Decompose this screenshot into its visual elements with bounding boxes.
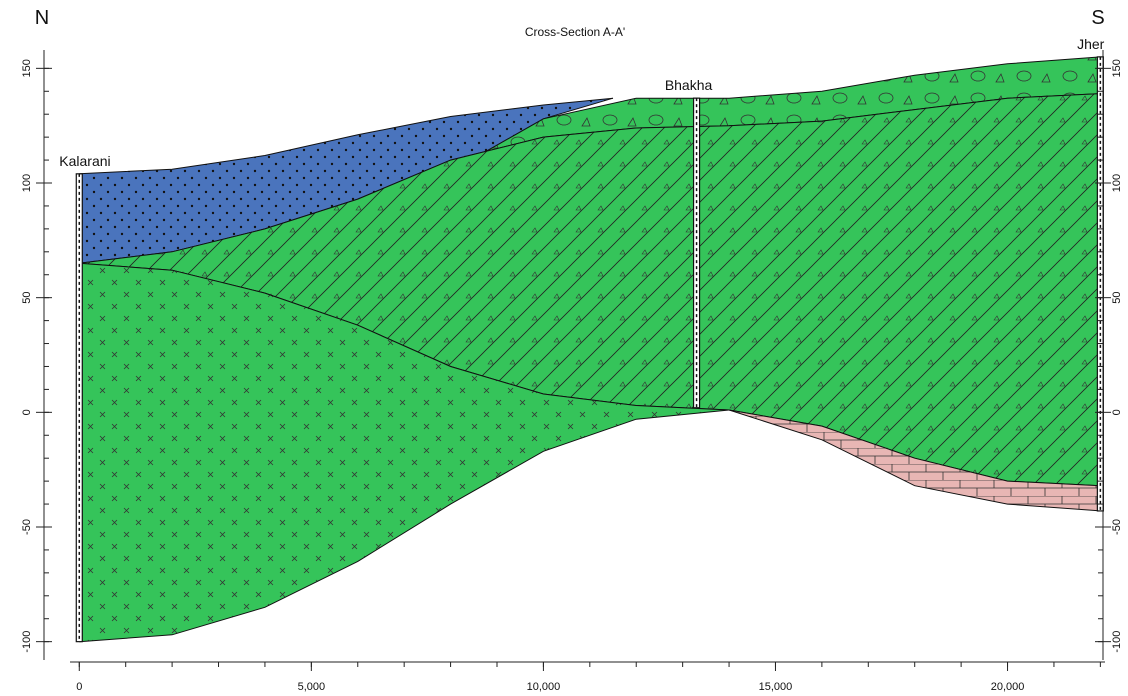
cross-section-chart: Kalarani Bhakha Jher 0 5,000 10,000 15,000 20,… (0, 0, 1128, 696)
x-tick-label: 20,000 (991, 681, 1025, 693)
y-tick-label-right: -100 (1111, 631, 1123, 653)
y-tick-label-right: 0 (1111, 409, 1123, 415)
north-label: N (35, 7, 49, 29)
y-tick-label-left: 150 (21, 59, 33, 77)
y-tick-label-left: -50 (21, 519, 33, 535)
well-label: Bhakha (665, 77, 713, 93)
y-tick-label-right: -50 (1111, 519, 1123, 535)
chart-title: Cross-Section A-A' (525, 25, 625, 39)
x-tick-label: 5,000 (298, 681, 326, 693)
x-tick-label: 0 (76, 681, 82, 693)
y-tick-label-left: 0 (21, 409, 33, 415)
y-tick-label-right: 50 (1111, 292, 1123, 304)
y-tick-label-right: 150 (1111, 59, 1123, 77)
y-tick-label-left: 100 (21, 174, 33, 192)
y-tick-label-right: 100 (1111, 174, 1123, 192)
y-tick-label-left: -100 (21, 631, 33, 653)
y-tick-label-left: 50 (21, 292, 33, 304)
south-label: S (1091, 7, 1104, 29)
layers: Kalarani Bhakha Jher (59, 36, 1104, 642)
well-label: Kalarani (59, 153, 110, 169)
well (694, 98, 700, 408)
x-tick-label: 10,000 (527, 681, 561, 693)
x-tick-label: 15,000 (759, 681, 793, 693)
well-label: Jher (1077, 36, 1105, 52)
